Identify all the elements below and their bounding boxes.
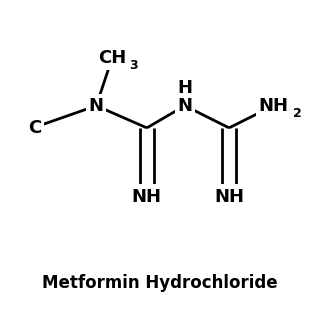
- Text: N: N: [177, 97, 192, 115]
- Text: NH: NH: [214, 189, 244, 206]
- Text: Metformin Hydrochloride: Metformin Hydrochloride: [42, 274, 277, 292]
- Text: 2: 2: [293, 107, 302, 120]
- Text: H: H: [177, 79, 192, 97]
- Text: C: C: [28, 119, 41, 137]
- Text: 3: 3: [130, 59, 138, 72]
- Text: CH: CH: [98, 49, 126, 67]
- Text: NH: NH: [132, 189, 162, 206]
- Text: NH: NH: [258, 97, 288, 115]
- Text: N: N: [89, 97, 104, 115]
